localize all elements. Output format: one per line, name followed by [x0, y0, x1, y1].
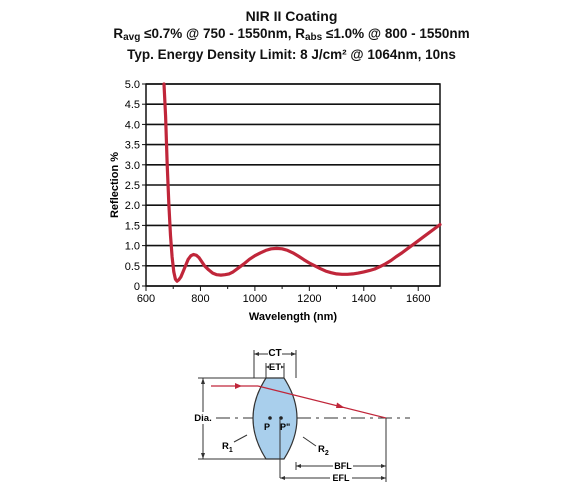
principal-point-p [268, 416, 272, 420]
x-tick-label: 600 [137, 293, 155, 305]
y-tick-label: 1.0 [125, 241, 140, 253]
r2-leader [302, 436, 317, 447]
plot-frame [145, 83, 441, 287]
x-tick-labels: 600 800 1000 1200 1400 1600 [137, 286, 430, 305]
r-avg-subscript: avg [123, 32, 141, 43]
r1-label: R1 [222, 441, 233, 454]
biconvex-lens [252, 377, 298, 460]
y-tick-label: 3.0 [125, 160, 140, 172]
y-tick-label: 5.0 [125, 79, 140, 91]
r1-letter: R [222, 441, 229, 452]
y-tick-label: 2.5 [125, 180, 140, 192]
chart-subtitle-energy: Typ. Energy Density Limit: 8 J/cm² @ 106… [127, 47, 456, 62]
x-tick-label: 1000 [243, 293, 267, 305]
y-tick-label: 4.0 [125, 119, 140, 131]
ct-arrow-left [254, 352, 259, 356]
y-axis-label: Reflection % [109, 152, 121, 218]
efl-arrow-right [381, 476, 386, 480]
x-axis-label: Wavelength (nm) [249, 311, 338, 323]
refracted-ray [257, 385, 387, 419]
x-tick-label: 1600 [406, 293, 430, 305]
dia-label: Dia. [194, 413, 211, 424]
p-double-label: P" [280, 422, 290, 432]
efl-arrow-left [280, 476, 285, 480]
efl-label-bg [330, 472, 352, 483]
chart-title: NIR II Coating [245, 8, 338, 24]
refracted-ray-arrow [336, 402, 345, 408]
bfl-label-bg [333, 460, 353, 471]
r2-subscript: 2 [325, 450, 329, 457]
r2-label: R2 [318, 444, 329, 457]
r-abs-label: R [295, 26, 305, 41]
y-tick-labels: 0 0.5 1.0 1.5 2.0 2.5 3.0 3.5 4.0 4.5 5.0 [125, 79, 140, 293]
x-tick-label: 1200 [297, 293, 321, 305]
y-tick-label: 2.0 [125, 200, 140, 212]
ct-label-bg [268, 347, 282, 358]
r-abs-text: ≤1.0% @ 800 - 1550nm [322, 26, 470, 41]
bfl-arrow-left [296, 464, 301, 468]
reflection-chart: 0 0.5 1.0 1.5 2.0 2.5 3.0 3.5 4.0 4.5 5.0 600 800 10… [109, 79, 442, 323]
p-label: P [264, 422, 270, 432]
dia-label-bg [192, 412, 214, 424]
dia-arrow-top [201, 378, 205, 384]
bfl-arrow-right [381, 464, 386, 468]
r-avg-text: ≤0.7% @ 750 - 1550nm, [140, 26, 296, 41]
et-label-bg [269, 361, 281, 372]
x-tick-label: 1400 [352, 293, 376, 305]
y-tick-label: 0.5 [125, 261, 140, 273]
ct-label: CT [268, 348, 281, 359]
y-tick-label: 4.5 [125, 99, 140, 111]
incident-ray-arrow [235, 383, 242, 389]
chart-subtitle: Ravg ≤0.7% @ 750 - 1550nm, Rabs ≤1.0% @ … [0, 25, 583, 46]
dia-arrow-bottom [201, 453, 205, 459]
y-tick-label: 3.5 [125, 140, 140, 152]
x-tick-label: 800 [191, 293, 209, 305]
r2-letter: R [318, 444, 325, 455]
chart-title-block: NIR II Coating Ravg ≤0.7% @ 750 - 1550nm… [0, 8, 583, 63]
y-tick-label: 0 [134, 281, 140, 293]
efl-label: EFL [333, 473, 351, 483]
r1-leader [233, 434, 248, 443]
r-abs-subscript: abs [305, 32, 323, 43]
reflection-curve [162, 82, 442, 283]
ct-arrow-right [291, 352, 296, 356]
bfl-label: BFL [334, 461, 352, 471]
y-tick-label: 1.5 [125, 220, 140, 232]
et-label: ET [269, 362, 281, 373]
r1-subscript: 1 [229, 447, 233, 454]
r-avg-label: R [113, 26, 124, 41]
